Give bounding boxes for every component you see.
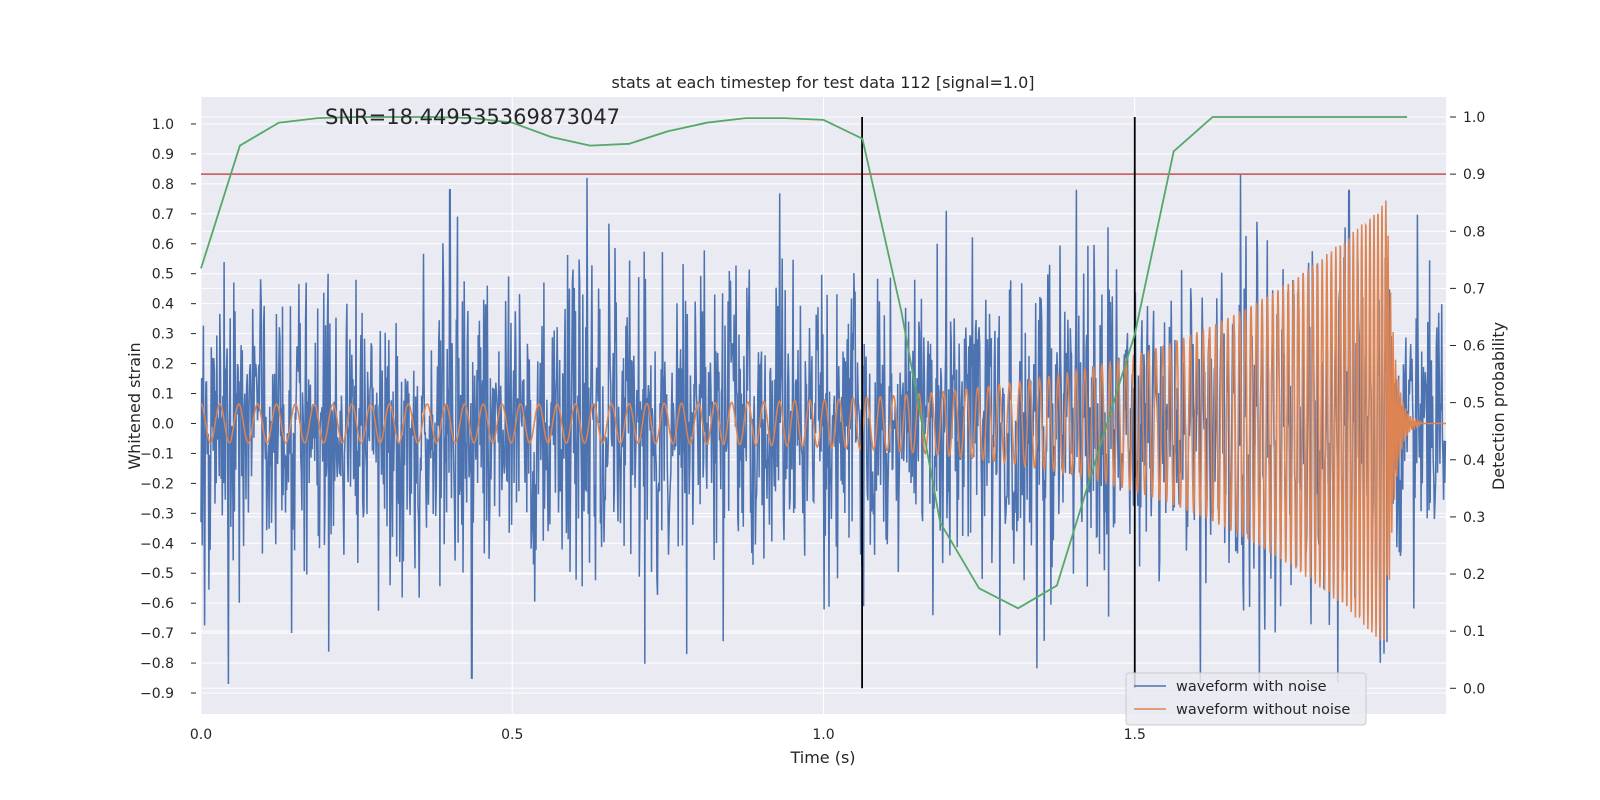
x-tick-label: 0.0 bbox=[190, 727, 212, 743]
y-left-tick-label: −0.1 bbox=[140, 446, 174, 462]
y-right-tick-label: 0.3 bbox=[1463, 510, 1485, 526]
y-left-tick-label: 0.6 bbox=[152, 237, 174, 253]
y-axis-label-right: Detection probability bbox=[1489, 322, 1508, 490]
y-left-tick-label: 1.0 bbox=[152, 117, 174, 133]
detection-probability-line bbox=[200, 116, 1408, 610]
legend: waveform with noise waveform without noi… bbox=[1125, 672, 1367, 726]
x-axis-label: Time (s) bbox=[789, 748, 855, 767]
y-left-tick-label: −0.2 bbox=[140, 476, 174, 492]
y-right-tick-label: 0.5 bbox=[1463, 396, 1485, 412]
y-left-tick-label: −0.3 bbox=[140, 506, 174, 522]
legend-box bbox=[1125, 672, 1367, 726]
chart-title: stats at each timestep for test data 112… bbox=[611, 73, 1034, 92]
clean-series-group bbox=[200, 200, 1446, 641]
y-right-tick-label: 0.4 bbox=[1463, 453, 1485, 469]
y-left-tick-label: 0.1 bbox=[152, 387, 174, 403]
x-tick-label: 0.5 bbox=[501, 727, 523, 743]
y-left-tick-label: 0.9 bbox=[152, 147, 174, 163]
probability-series-group bbox=[200, 116, 1408, 610]
y-right-tick-label: 0.2 bbox=[1463, 567, 1485, 583]
y-right-tick-label: 0.9 bbox=[1463, 167, 1485, 183]
y-left-tick-label: 0.8 bbox=[152, 177, 174, 193]
y-left-tick-label: 0.3 bbox=[152, 327, 174, 343]
y-right-tick-label: 0.6 bbox=[1463, 339, 1485, 355]
y-left-tick-label: 0.7 bbox=[152, 207, 174, 223]
y-left-tick-label: −0.6 bbox=[140, 596, 174, 612]
y-right-tick-label: 0.8 bbox=[1463, 224, 1485, 240]
legend-label-clean: waveform without noise bbox=[1176, 702, 1350, 718]
y-right-tick-label: 0.0 bbox=[1463, 681, 1485, 697]
vertical-markers bbox=[861, 116, 1136, 689]
tick-labels: 0.0 0.5 1.0 1.5 1.0 0.9 0.8 0.7 0.6 0.5 0.4 0.3 0.2 0… bbox=[140, 110, 1485, 743]
x-tick-label: 1.0 bbox=[812, 727, 834, 743]
y-left-tick-label: −0.5 bbox=[140, 566, 174, 582]
legend-label-noise: waveform with noise bbox=[1176, 679, 1327, 695]
y-left-tick-label: −0.7 bbox=[140, 626, 174, 642]
y-left-tick-label: 0.4 bbox=[152, 297, 174, 313]
x-tick-label: 1.5 bbox=[1124, 727, 1146, 743]
y-left-tick-label: −0.9 bbox=[140, 686, 174, 702]
y-left-tick-label: −0.4 bbox=[140, 536, 174, 552]
y-left-tick-label: 0.5 bbox=[152, 267, 174, 283]
y-right-tick-label: 0.7 bbox=[1463, 281, 1485, 297]
snr-annotation: SNR=18.449535369873047 bbox=[325, 105, 620, 129]
y-axis-label-left: Whitened strain bbox=[125, 342, 144, 469]
y-right-tick-label: 0.1 bbox=[1463, 624, 1485, 640]
y-left-tick-label: −0.8 bbox=[140, 656, 174, 672]
y-left-tick-label: 0.2 bbox=[152, 357, 174, 373]
y-right-tick-label: 1.0 bbox=[1463, 110, 1485, 126]
y-left-tick-label: 0.0 bbox=[152, 416, 174, 432]
waveform-without-noise-line bbox=[200, 200, 1446, 641]
